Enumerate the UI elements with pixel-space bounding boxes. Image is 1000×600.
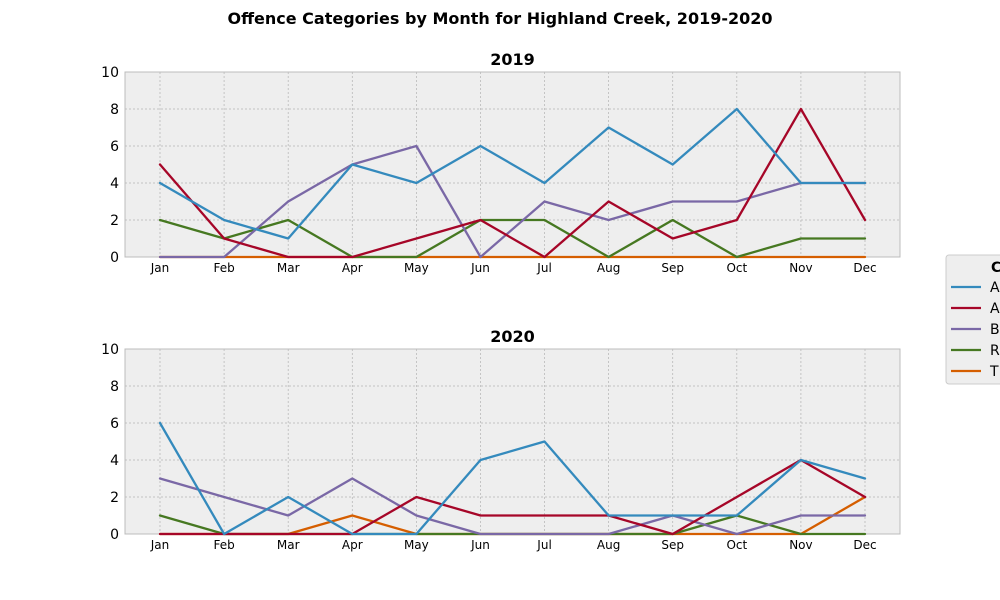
y-tick-label: 10 <box>101 342 119 358</box>
x-tick-label: Oct <box>726 538 747 552</box>
y-tick-label: 10 <box>101 65 119 81</box>
y-tick-label: 0 <box>110 250 119 266</box>
x-tick-label: Nov <box>789 261 812 275</box>
series-line-a <box>158 107 867 259</box>
x-tick-label: Apr <box>342 538 363 552</box>
x-tick-label: Jun <box>470 261 490 275</box>
x-tick-label: Jul <box>536 261 551 275</box>
y-tick-label: 2 <box>110 213 119 229</box>
y-tick-label: 4 <box>110 453 119 469</box>
x-tick-label: Jul <box>536 538 551 552</box>
panel-2020: 2020 Jan Feb Mar Apr May Jun Jul Aug Sep Oct Nov De… <box>101 327 901 552</box>
series-line-as <box>158 107 867 240</box>
panel-2019: 2019 Jan Feb Mar Apr May Jun Jul Aug Sep Oct Nov De… <box>101 50 901 275</box>
legend-label: T <box>989 364 999 380</box>
legend-title: C <box>991 260 1000 276</box>
x-tick-label: Sep <box>661 538 684 552</box>
series-line-b <box>158 144 867 259</box>
legend-label: R <box>990 343 1000 359</box>
legend-label: A <box>990 301 1000 317</box>
plot-background <box>125 349 900 534</box>
figure-title: Offence Categories by Month for Highland… <box>227 9 772 28</box>
y-tick-label: 6 <box>110 416 119 432</box>
y-tick-label: 4 <box>110 176 119 192</box>
y-tick-label: 8 <box>110 379 119 395</box>
x-tick-label: Mar <box>277 261 300 275</box>
plot-area: Jan Feb Mar Apr May Jun Jul Aug Sep Oct Nov Dec 0 2 4 6… <box>101 65 901 275</box>
x-tick-label: Sep <box>661 261 684 275</box>
plot-area: Jan Feb Mar Apr May Jun Jul Aug Sep Oct Nov Dec 0 2 4 6… <box>101 342 901 552</box>
x-tick-label: Feb <box>213 538 234 552</box>
x-tick-label: Jun <box>470 538 490 552</box>
panel-title: 2019 <box>490 50 535 69</box>
y-tick-label: 8 <box>110 102 119 118</box>
y-tick-label: 0 <box>110 527 119 543</box>
y-tick-label: 2 <box>110 490 119 506</box>
series-line-r <box>158 218 867 259</box>
series-line-a <box>158 458 867 536</box>
x-tick-label: Jan <box>150 538 170 552</box>
x-tick-label: Feb <box>213 261 234 275</box>
y-tick-label: 6 <box>110 139 119 155</box>
x-tick-label: Jan <box>150 261 170 275</box>
x-tick-label: Dec <box>853 261 876 275</box>
x-tick-label: Oct <box>726 261 747 275</box>
x-tick-label: Mar <box>277 538 300 552</box>
x-tick-label: Aug <box>597 261 620 275</box>
series-line-as <box>158 421 867 536</box>
legend-label: As <box>990 280 1000 296</box>
x-tick-label: May <box>404 261 429 275</box>
series-line-b <box>158 477 867 536</box>
x-tick-label: May <box>404 538 429 552</box>
legend-label: B <box>990 322 1000 338</box>
x-tick-label: Nov <box>789 538 812 552</box>
x-tick-label: Aug <box>597 538 620 552</box>
panel-title: 2020 <box>490 327 535 346</box>
x-tick-label: Apr <box>342 261 363 275</box>
x-tick-label: Dec <box>853 538 876 552</box>
